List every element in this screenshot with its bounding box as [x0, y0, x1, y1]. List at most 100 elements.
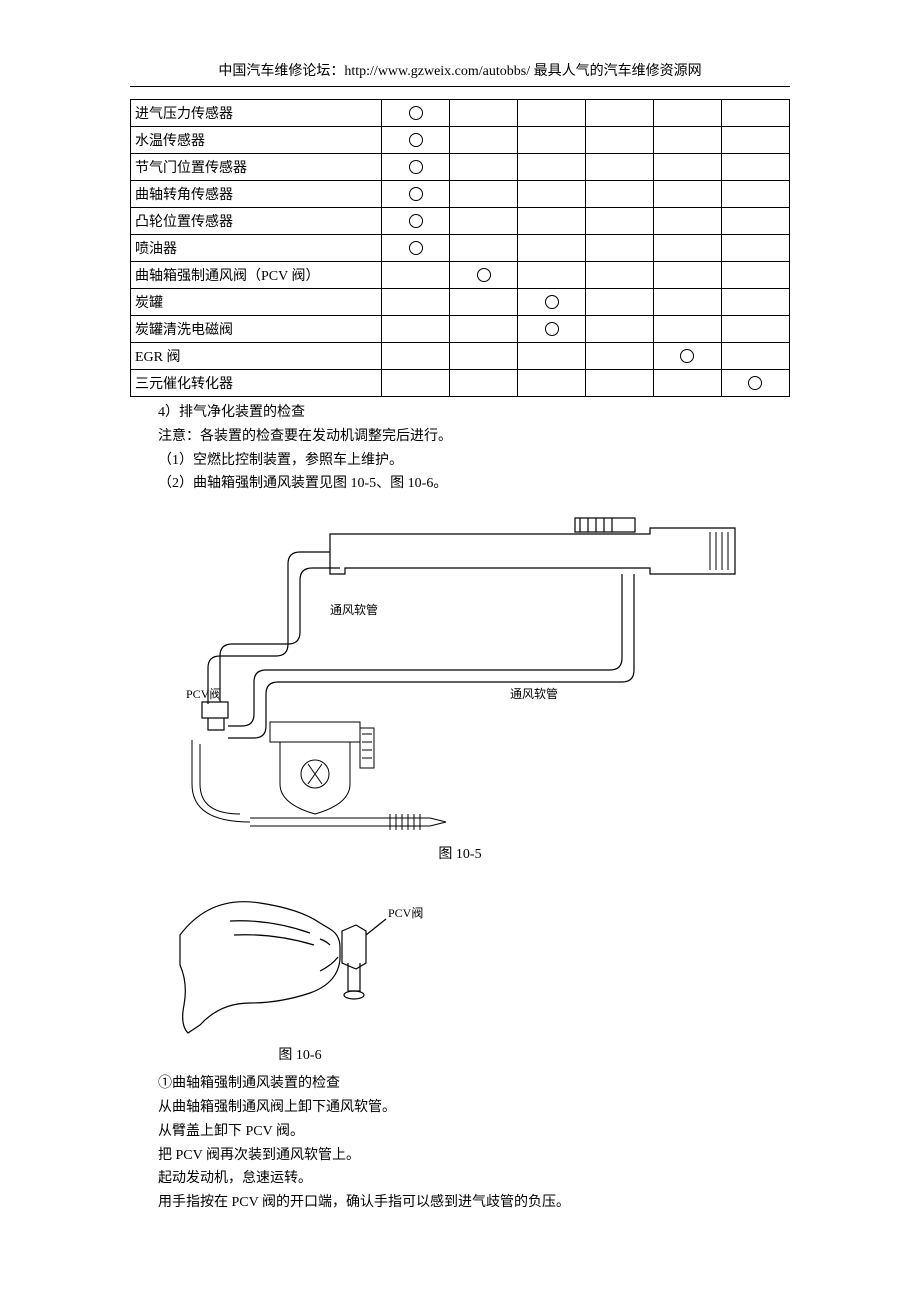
row-mark [450, 181, 518, 208]
paragraph: （1）空燃比控制装置，参照车上维护。 [130, 449, 790, 473]
row-mark [653, 208, 721, 235]
fig106-label-pcv: PCV阀 [388, 906, 423, 920]
table-row: 炭罐 [131, 289, 790, 316]
row-mark [586, 127, 653, 154]
row-mark [450, 343, 518, 370]
row-mark [382, 289, 450, 316]
header-rule [130, 86, 790, 87]
document-page: 中国汽车维修论坛：http://www.gzweix.com/autobbs/ … [0, 0, 920, 1302]
row-mark [518, 127, 586, 154]
row-mark [721, 343, 789, 370]
row-mark [450, 235, 518, 262]
row-mark [450, 100, 518, 127]
row-mark [450, 289, 518, 316]
row-mark [721, 289, 789, 316]
row-mark [382, 100, 450, 127]
row-mark [382, 235, 450, 262]
circle-mark-icon [409, 214, 423, 228]
row-name: 炭罐 [131, 289, 382, 316]
row-mark [586, 316, 653, 343]
row-mark [518, 100, 586, 127]
row-mark [518, 235, 586, 262]
row-mark [382, 181, 450, 208]
row-mark [586, 370, 653, 397]
header-tagline: 最具人气的汽车维修资源网 [530, 64, 702, 79]
paragraph: 把 PCV 阀再次装到通风软管上。 [130, 1144, 790, 1168]
paragraph: 起动发动机，怠速运转。 [130, 1167, 790, 1191]
row-mark [721, 127, 789, 154]
row-mark [586, 262, 653, 289]
row-mark [518, 181, 586, 208]
table-row: 凸轮位置传感器 [131, 208, 790, 235]
row-mark [721, 235, 789, 262]
row-name: 水温传感器 [131, 127, 382, 154]
row-mark [382, 262, 450, 289]
row-name: EGR 阀 [131, 343, 382, 370]
header-site-label: 中国汽车维修论坛： [218, 64, 344, 79]
row-mark [382, 343, 450, 370]
row-mark [450, 127, 518, 154]
circle-mark-icon [409, 160, 423, 174]
fig105-label-hose-top: 通风软管 [330, 602, 378, 617]
fig105-label-pcv: PCV阀 [186, 687, 221, 701]
figure-10-6-svg: PCV阀 [170, 875, 430, 1035]
row-mark [382, 154, 450, 181]
row-mark [721, 316, 789, 343]
row-name: 喷油器 [131, 235, 382, 262]
figure-10-6: PCV阀 [170, 875, 430, 1040]
row-mark [653, 316, 721, 343]
row-mark [450, 208, 518, 235]
circle-mark-icon [409, 187, 423, 201]
row-mark [382, 370, 450, 397]
row-mark [586, 208, 653, 235]
row-mark [450, 370, 518, 397]
intro-paragraphs: 4）排气净化装置的检查注意：各装置的检查要在发动机调整完后进行。（1）空燃比控制… [130, 401, 790, 496]
row-mark [653, 100, 721, 127]
row-mark [382, 127, 450, 154]
row-name: 曲轴箱强制通风阀（PCV 阀） [131, 262, 382, 289]
component-table: 进气压力传感器水温传感器节气门位置传感器曲轴转角传感器凸轮位置传感器喷油器曲轴箱… [130, 99, 790, 397]
figure-10-5-caption: 图 10-5 [130, 843, 790, 863]
circle-mark-icon [748, 376, 762, 390]
table-row: EGR 阀 [131, 343, 790, 370]
row-mark [518, 316, 586, 343]
table-row: 三元催化转化器 [131, 370, 790, 397]
row-mark [586, 100, 653, 127]
row-name: 三元催化转化器 [131, 370, 382, 397]
row-mark [518, 370, 586, 397]
circle-mark-icon [545, 295, 559, 309]
row-mark [586, 289, 653, 316]
row-mark [586, 343, 653, 370]
paragraph: 从曲轴箱强制通风阀上卸下通风软管。 [130, 1096, 790, 1120]
row-mark [450, 316, 518, 343]
row-mark [653, 262, 721, 289]
bottom-paragraphs: ①曲轴箱强制通风装置的检查从曲轴箱强制通风阀上卸下通风软管。从臂盖上卸下 PCV… [130, 1072, 790, 1215]
row-mark [518, 154, 586, 181]
circle-mark-icon [680, 349, 694, 363]
row-mark [450, 154, 518, 181]
header-url: http://www.gzweix.com/autobbs/ [344, 64, 530, 79]
paragraph: 用手指按在 PCV 阀的开口端，确认手指可以感到进气歧管的负压。 [130, 1191, 790, 1215]
table-row: 喷油器 [131, 235, 790, 262]
paragraph: 从臂盖上卸下 PCV 阀。 [130, 1120, 790, 1144]
row-mark [653, 235, 721, 262]
row-mark [518, 208, 586, 235]
circle-mark-icon [409, 241, 423, 255]
row-mark [586, 181, 653, 208]
table-row: 节气门位置传感器 [131, 154, 790, 181]
row-mark [653, 154, 721, 181]
circle-mark-icon [477, 268, 491, 282]
paragraph: （2）曲轴箱强制通风装置见图 10-5、图 10-6。 [130, 472, 790, 496]
table-row: 曲轴箱强制通风阀（PCV 阀） [131, 262, 790, 289]
row-mark [653, 127, 721, 154]
figure-10-5: 通风软管 PCV阀 通风软管 [180, 514, 740, 839]
page-header: 中国汽车维修论坛：http://www.gzweix.com/autobbs/ … [130, 60, 790, 80]
table-row: 水温传感器 [131, 127, 790, 154]
paragraph: ①曲轴箱强制通风装置的检查 [130, 1072, 790, 1096]
row-mark [382, 316, 450, 343]
paragraph: 注意：各装置的检查要在发动机调整完后进行。 [130, 425, 790, 449]
row-mark [586, 154, 653, 181]
row-name: 节气门位置传感器 [131, 154, 382, 181]
row-mark [721, 370, 789, 397]
row-mark [653, 343, 721, 370]
